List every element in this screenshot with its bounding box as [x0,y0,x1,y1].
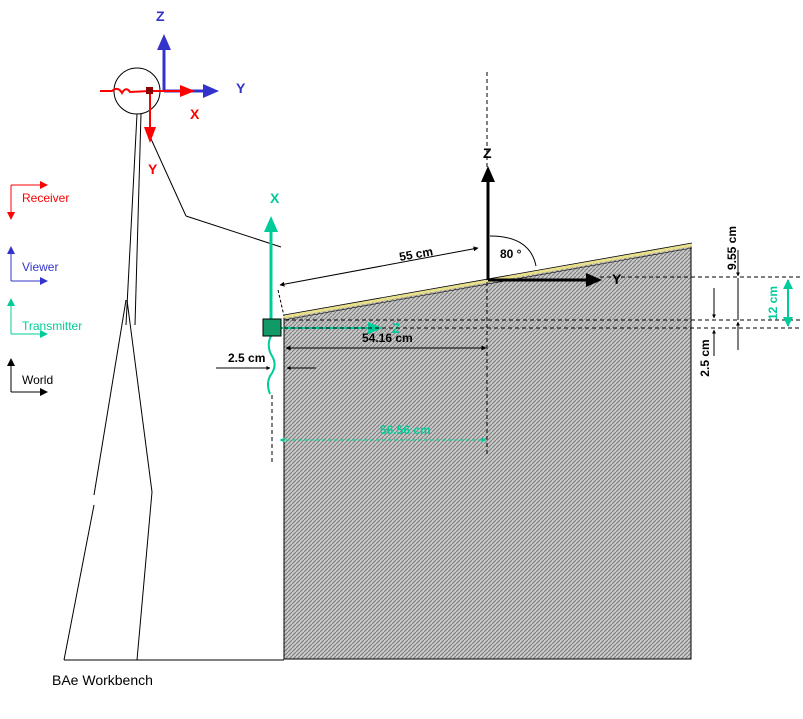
dimension-vertical-teal: 12 cm [766,279,793,327]
receiver-x-label: X [190,106,200,122]
horizontal-teal-label: 56.56 cm [380,423,431,437]
vertical-bottom-label: 2.5 cm [698,339,712,376]
caption: BAe Workbench [52,672,153,688]
tilt-angle-arc [489,235,537,267]
legend-item-transmitter: Transmitter [7,298,82,338]
dimension-vertical-bottom: 2.5 cm [698,288,716,377]
vertical-teal-label: 12 cm [766,286,780,320]
viewer-y-label: Y [236,80,246,96]
dimension-horizontal-teal: 56.56 cm [279,423,487,443]
transmitter-frame: X Z [262,190,401,395]
viewer-z-label: Z [156,8,165,24]
construction-lines [271,72,800,465]
operator-figure [63,67,282,661]
offset-left-label: 2.5 cm [228,351,265,365]
horizontal-black-label: 54.16 cm [362,331,413,345]
workbench-surface-outline-lower [283,247,693,321]
legend: Receiver Viewer Transmitter World [7,181,82,396]
transmitter-box [262,318,282,337]
legend-label-transmitter: Transmitter [22,319,82,333]
legend-label-viewer: Viewer [22,260,58,274]
dimension-offset-left: 2.5 cm [216,351,316,370]
surface-length-label: 55 cm [398,244,434,264]
viewer-frame: Z Y [156,8,246,98]
world-y-label: Y [612,271,622,287]
receiver-y-label: Y [148,161,158,177]
vertical-top-label: 9.55 cm [725,226,739,270]
dimension-horizontal-black: 54.16 cm [285,331,487,351]
receiver-frame: X Y [100,85,200,177]
dimension-surface-length: 55 cm [277,244,479,317]
dimension-vertical-top: 9.55 cm [725,226,740,350]
legend-label-world: World [22,373,53,387]
legend-item-world: World [7,358,53,396]
tilt-angle-label: 80 ° [500,247,522,261]
legend-item-receiver: Receiver [7,181,69,220]
legend-item-viewer: Viewer [7,246,58,285]
transmitter-x-label: X [270,190,280,206]
legend-label-receiver: Receiver [22,191,69,205]
